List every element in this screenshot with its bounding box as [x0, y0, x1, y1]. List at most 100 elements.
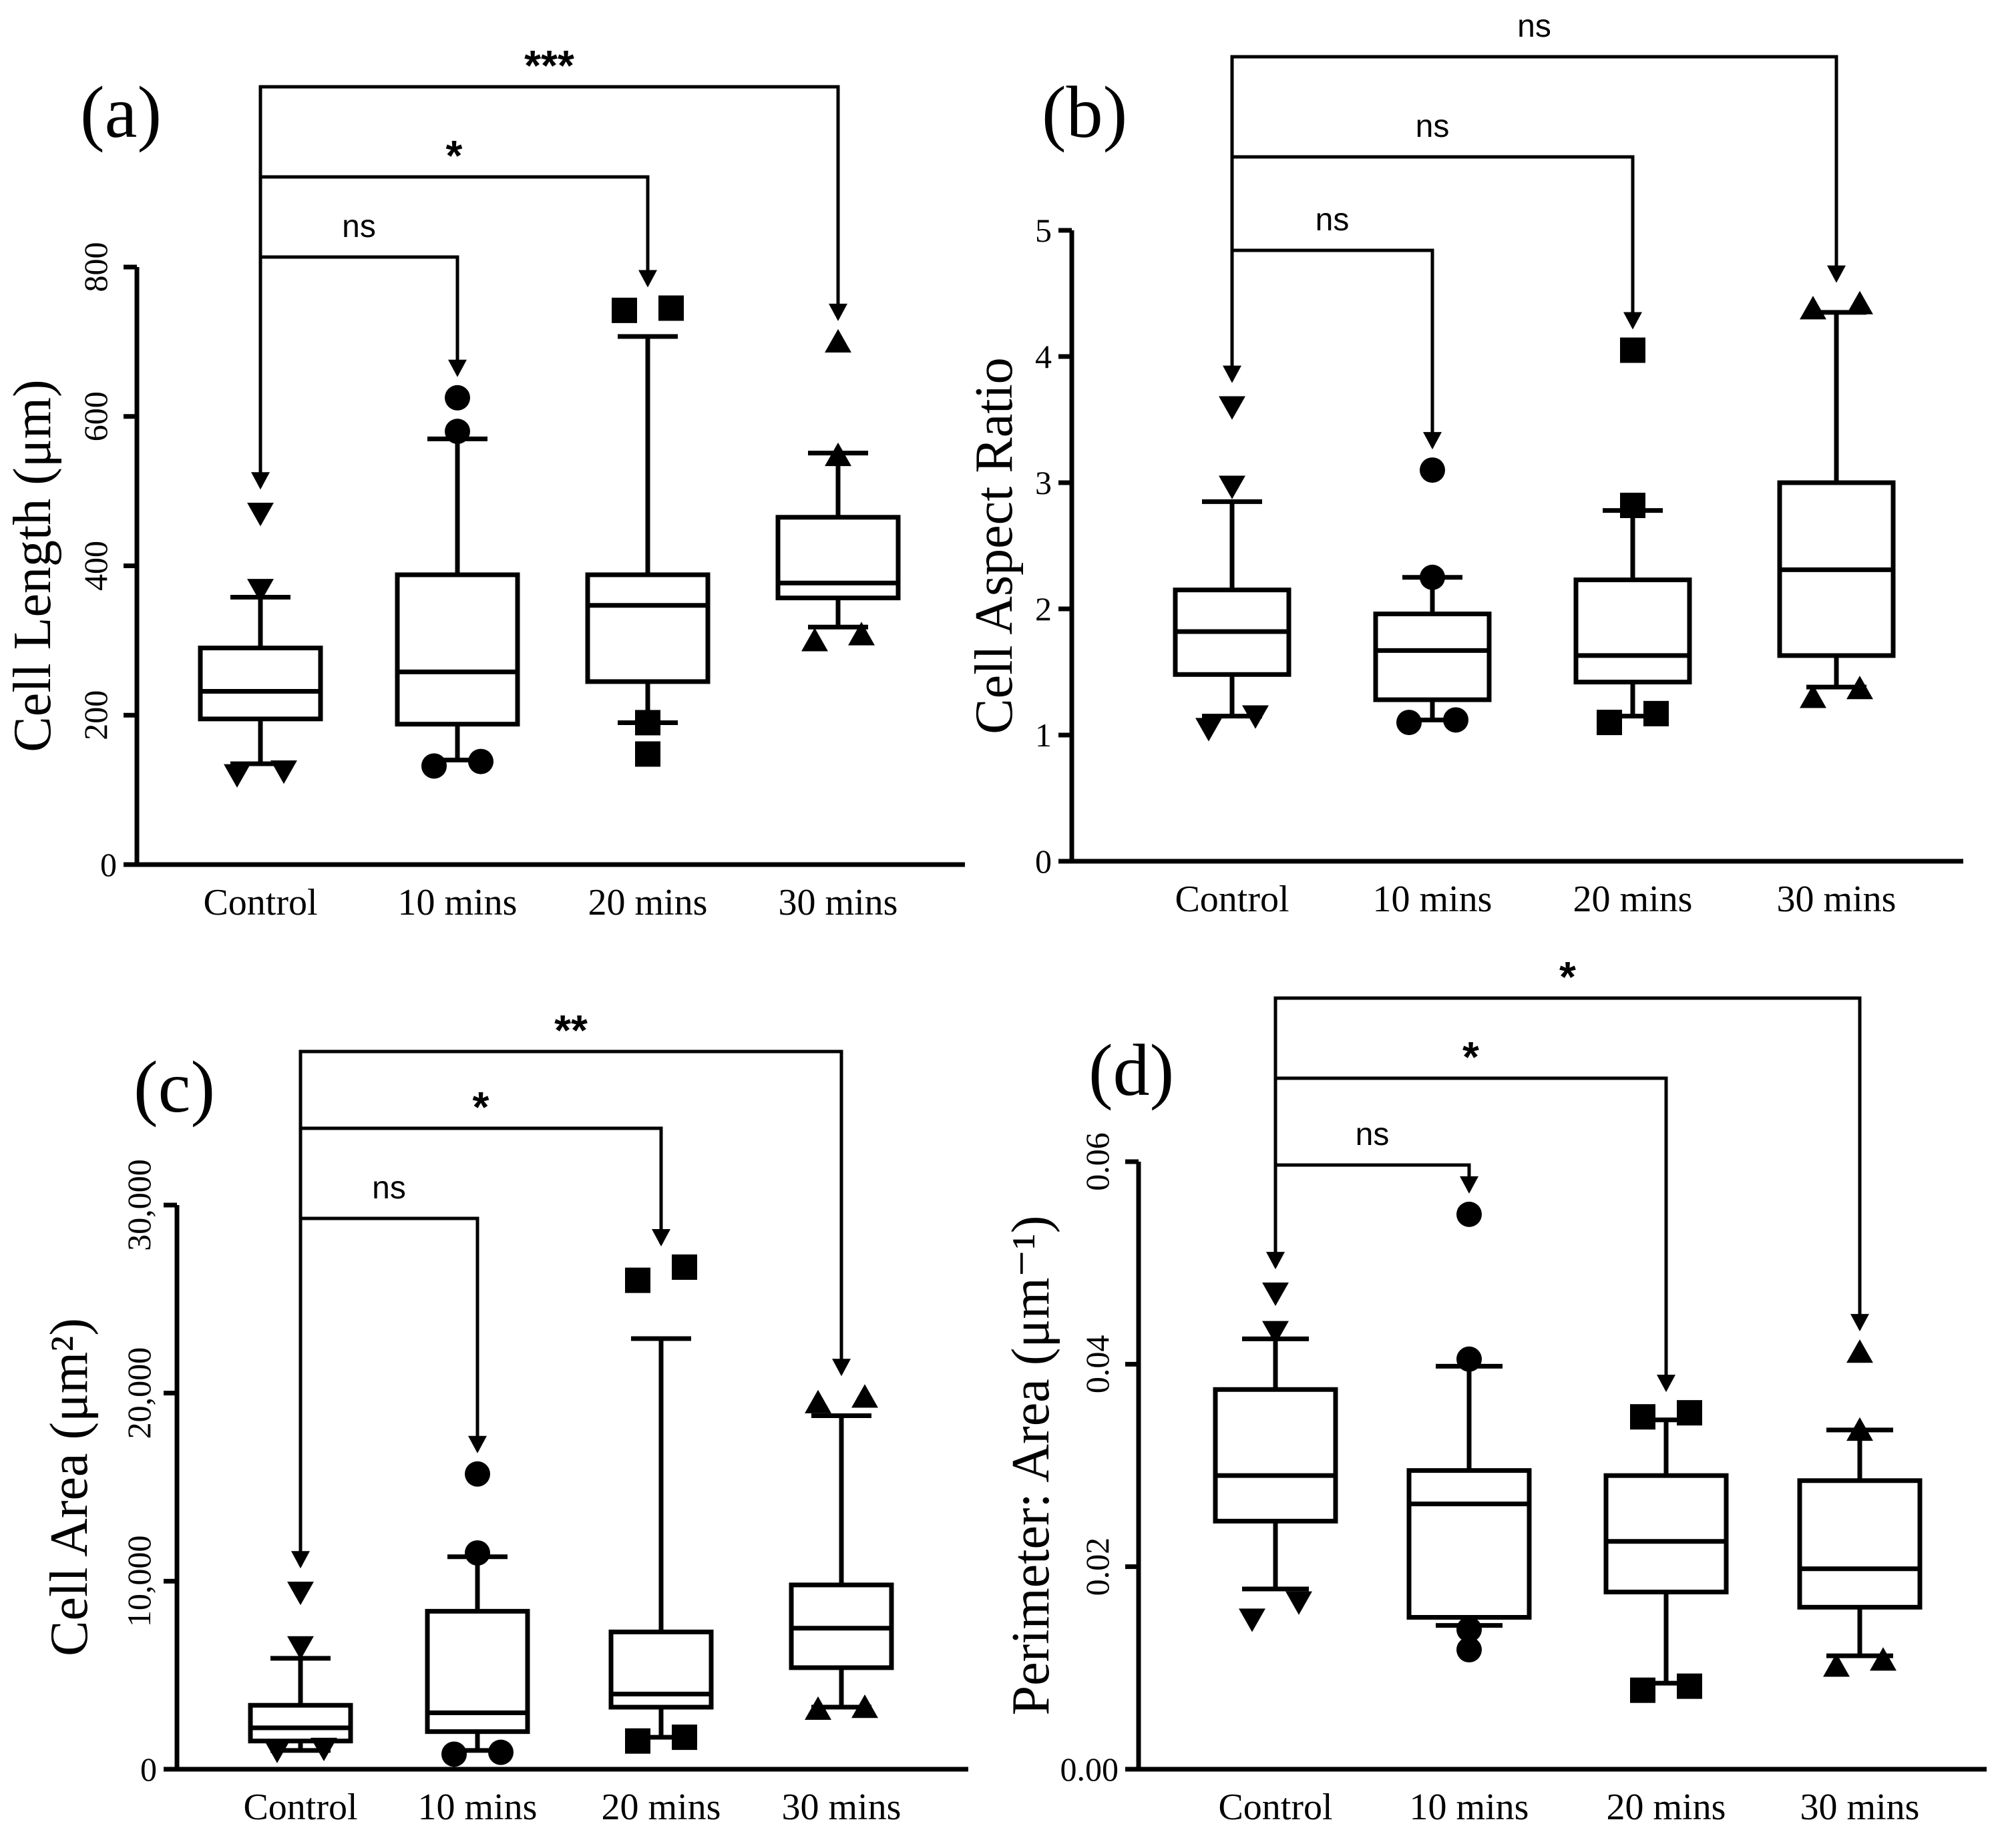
bracket-arrowhead — [1657, 1375, 1675, 1393]
x-tick-label: Control — [243, 1787, 357, 1828]
iqr-box — [1797, 1478, 1923, 1610]
outlier-marker — [1456, 1346, 1482, 1372]
outlier-marker — [1677, 1400, 1702, 1426]
y-tick-label: 0 — [140, 1751, 157, 1788]
outlier-marker — [1643, 700, 1669, 726]
outlier-marker — [851, 1694, 878, 1718]
panel-label: (d) — [1088, 1029, 1174, 1111]
outlier-marker — [1823, 1653, 1850, 1677]
x-tick-label: Control — [1218, 1787, 1332, 1828]
iqr-box — [1373, 612, 1492, 702]
y-tick-label: 2 — [1035, 590, 1052, 628]
y-axis-title: Cell Area (μm²) — [40, 1318, 99, 1656]
outlier-marker — [848, 622, 875, 646]
outlier-marker — [247, 503, 274, 527]
outlier-marker — [1677, 1673, 1702, 1699]
y-tick-label: 0 — [1035, 843, 1052, 880]
y-tick-label: 0 — [100, 846, 117, 883]
box-20-mins — [608, 1254, 714, 1754]
iqr-box — [1603, 1473, 1729, 1595]
y-tick-label: 20,000 — [120, 1347, 158, 1439]
significance-bracket — [1273, 996, 1862, 1329]
x-tick-label: Control — [203, 882, 317, 923]
significance-label: *** — [524, 41, 574, 89]
box-20-mins — [1573, 337, 1692, 736]
iqr-box — [425, 1608, 530, 1735]
bracket-arrowhead — [1850, 1314, 1869, 1332]
significance-label: ns — [1356, 1117, 1390, 1152]
bracket-arrowhead — [1827, 265, 1846, 283]
box-30-mins — [1797, 1339, 1923, 1677]
outlier-marker — [1420, 457, 1445, 483]
outlier-marker — [1846, 676, 1873, 700]
significance-label: * — [473, 1083, 489, 1131]
outlier-marker — [270, 760, 297, 784]
bracket-arrowhead — [251, 472, 270, 490]
outlier-marker — [851, 1384, 878, 1408]
box-control — [1173, 396, 1291, 742]
significance-bracket — [298, 1050, 843, 1566]
outlier-marker — [1420, 564, 1445, 590]
y-tick-label: 10,000 — [120, 1536, 158, 1628]
bracket-arrowhead — [1623, 312, 1642, 330]
y-tick-label: 200 — [77, 690, 114, 740]
outlier-marker — [1800, 296, 1826, 320]
outlier-marker — [1239, 1608, 1265, 1632]
significance-label: ns — [1316, 202, 1350, 238]
bracket-arrowhead — [1423, 432, 1442, 450]
bracket-arrowhead — [638, 270, 657, 288]
box-30-mins — [789, 1384, 894, 1720]
significance-label: * — [446, 132, 463, 180]
x-tick-label: 30 mins — [782, 1787, 902, 1828]
bracket-arrowhead — [829, 303, 847, 321]
iqr-box — [248, 1702, 353, 1744]
outlier-marker — [287, 1636, 314, 1660]
significance-label: * — [1462, 1033, 1479, 1081]
outlier-marker — [635, 710, 660, 736]
box-20-mins — [1603, 1400, 1729, 1703]
box-30-mins — [775, 328, 901, 652]
outlier-marker — [1630, 1404, 1655, 1430]
outlier-marker — [465, 1461, 490, 1487]
significance-bracket — [258, 85, 840, 487]
outlier-marker — [805, 1696, 831, 1720]
significance-bracket — [1230, 248, 1434, 447]
panel-label: (b) — [1042, 71, 1127, 153]
iqr-box — [1213, 1387, 1338, 1524]
outlier-marker — [1443, 707, 1468, 733]
y-tick-label: 600 — [77, 391, 114, 441]
significance-bracket — [298, 1126, 663, 1566]
y-tick-label: 800 — [77, 242, 114, 292]
panel-label: (a) — [80, 71, 162, 153]
x-tick-label: 20 mins — [602, 1787, 721, 1828]
outlier-marker — [1846, 1417, 1873, 1441]
significance-label: ** — [554, 1006, 588, 1054]
outlier-marker — [1242, 705, 1269, 729]
outlier-marker — [1219, 475, 1245, 499]
box-10-mins — [1406, 1201, 1532, 1663]
bracket-arrowhead — [832, 1359, 851, 1377]
significance-label: ns — [1517, 9, 1551, 44]
panel-label: (c) — [134, 1046, 215, 1128]
outlier-marker — [1456, 1616, 1482, 1642]
box-10-mins — [425, 1461, 530, 1767]
outlier-marker — [1630, 1677, 1655, 1703]
bracket-arrowhead — [448, 359, 467, 377]
outlier-marker — [1219, 396, 1245, 420]
x-tick-label: 10 mins — [398, 882, 518, 923]
x-tick-label: 10 mins — [418, 1787, 538, 1828]
y-tick-label: 0.02 — [1078, 1538, 1116, 1596]
box-10-mins — [1373, 457, 1492, 736]
y-axis-title: Perimeter: Area (μm⁻¹) — [1002, 1216, 1060, 1716]
x-tick-label: 10 mins — [1410, 1787, 1529, 1828]
outlier-marker — [1620, 337, 1645, 363]
outlier-marker — [612, 297, 637, 323]
y-tick-label: 0.06 — [1078, 1132, 1116, 1191]
outlier-marker — [421, 753, 447, 779]
outlier-marker — [1396, 710, 1422, 736]
y-axis-title: Cell Aspect Ratio — [965, 357, 1024, 734]
iqr-box — [198, 646, 323, 722]
bracket-arrowhead — [652, 1228, 670, 1246]
y-tick-label: 0.00 — [1060, 1751, 1119, 1788]
